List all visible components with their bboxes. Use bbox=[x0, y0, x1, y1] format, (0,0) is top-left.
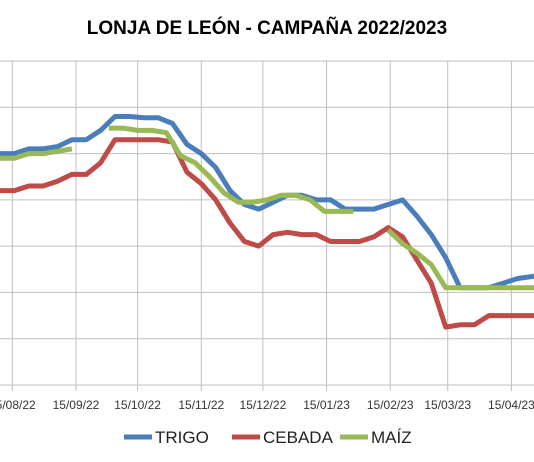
x-tick-label: 15/12/22 bbox=[240, 398, 287, 412]
x-tick-labels: 15/08/22 15/09/22 15/10/22 15/11/22 15/12/22… bbox=[0, 398, 534, 412]
series-line-maíz bbox=[108, 125, 354, 214]
legend-label-cebada: CEBADA bbox=[263, 428, 334, 447]
x-tick-label: 15/10/22 bbox=[114, 398, 161, 412]
x-tick-label: 15/02/23 bbox=[367, 398, 414, 412]
series-line-maíz bbox=[386, 228, 534, 291]
x-tick-label: 15/11/22 bbox=[178, 398, 224, 412]
x-tick-label: 15/03/23 bbox=[424, 398, 471, 412]
gridlines bbox=[0, 60, 534, 386]
series-lines bbox=[0, 114, 534, 330]
x-tick-label: 15/08/22 bbox=[0, 398, 36, 412]
x-tick-label: 15/04/23 bbox=[488, 398, 534, 412]
legend-label-maíz: MAÍZ bbox=[371, 428, 412, 447]
legend: TRIGO CEBADA MAÍZ bbox=[124, 428, 412, 447]
x-tick-label: 15/09/22 bbox=[53, 398, 100, 412]
chart-title: LONJA DE LEÓN - CAMPAÑA 2022/2023 bbox=[87, 17, 447, 39]
legend-label-trigo: TRIGO bbox=[155, 428, 209, 447]
series-line-trigo bbox=[0, 114, 534, 291]
x-tick-label: 15/01/23 bbox=[303, 398, 350, 412]
series-line-cebada bbox=[0, 137, 534, 330]
x-axis bbox=[11, 61, 512, 391]
series-line-maíz bbox=[0, 146, 73, 161]
